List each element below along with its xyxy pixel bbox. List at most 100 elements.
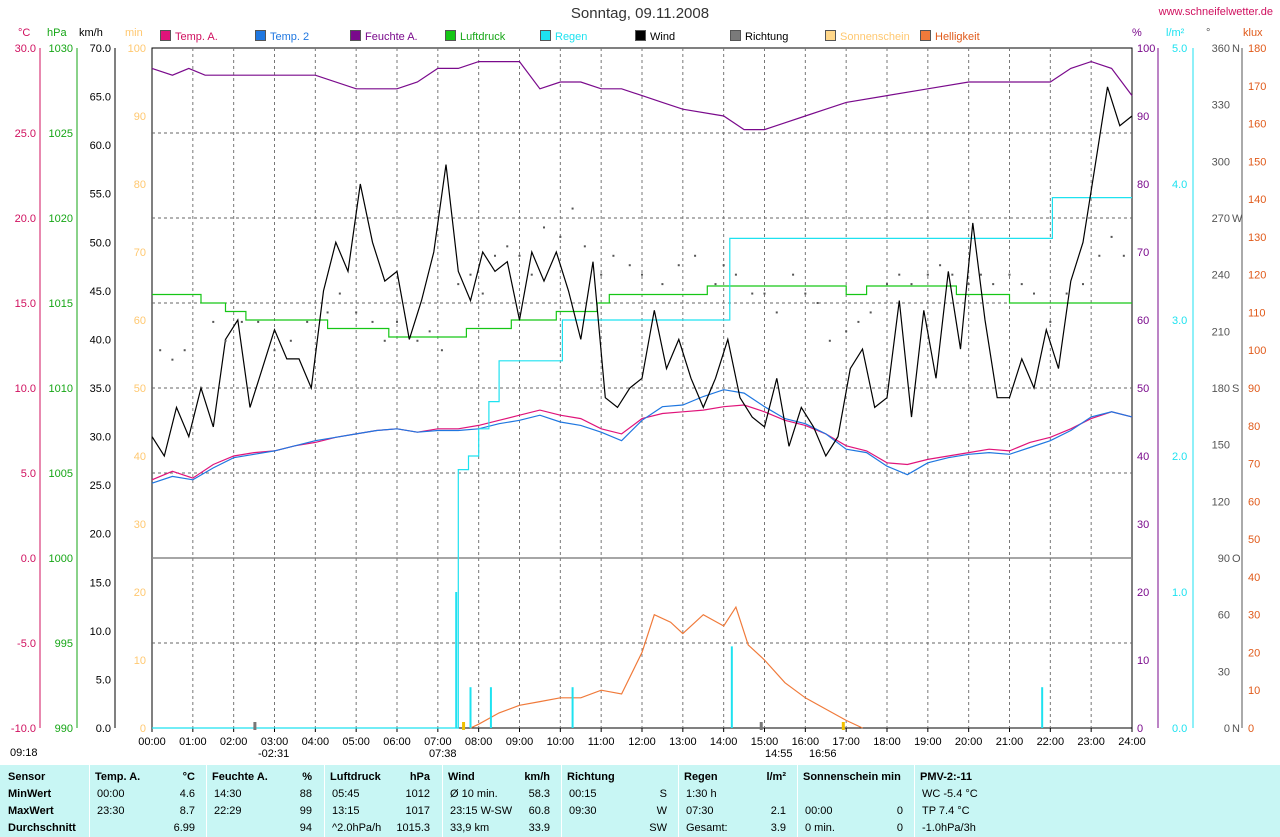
table-unit: hPa <box>409 771 430 783</box>
direction-point <box>763 292 766 295</box>
wind-tick-label: 45.0 <box>90 286 111 298</box>
table-cell-value: 8.7 <box>179 805 195 817</box>
brightness-tick-label: 130 <box>1248 232 1266 244</box>
table-header: Sensor <box>8 771 46 783</box>
legend-label: Wind <box>650 31 676 43</box>
event-marker <box>462 722 466 730</box>
sunshine-tick-label: 60 <box>134 315 146 327</box>
website-link[interactable]: www.schneifelwetter.de <box>1158 6 1273 18</box>
legend-item-7: Sonnenschein <box>825 30 910 43</box>
direction-point <box>289 339 292 342</box>
legend-swatch <box>635 30 646 41</box>
direction-tick-label: 330 <box>1212 100 1230 112</box>
table-cell-value: 94 <box>299 822 312 834</box>
direction-point <box>600 273 603 276</box>
series-line-luftdruck <box>152 285 1132 338</box>
table-column: Sonnenschein min 00:00 0 0 min. 0 <box>803 765 911 837</box>
table-cell-value: 1012 <box>405 788 430 800</box>
direction-point <box>1020 283 1023 286</box>
table-header: Temp. A. <box>95 771 141 783</box>
brightness-tick-label: 20 <box>1248 647 1260 659</box>
pressure-tick-label: 1020 <box>49 213 73 225</box>
table-cell: 00:15 <box>569 788 597 800</box>
table-cell-value: 33.9 <box>528 822 550 834</box>
table-unit: km/h <box>524 771 550 783</box>
weather-chart: 00:00 01:00 02:00 03:00 04:00 05:00 06:00 07:00… <box>11 27 1266 748</box>
direction-point <box>1122 254 1125 257</box>
table-cell: 33,9 km <box>450 822 490 834</box>
direction-point <box>224 339 227 342</box>
direction-point <box>494 254 496 257</box>
table-separator <box>324 765 325 837</box>
wind-tick-label: 30.0 <box>90 432 111 444</box>
wind-tick-label: 35.0 <box>90 383 111 395</box>
table-unit: °C <box>182 771 195 783</box>
direction-point <box>371 320 374 323</box>
table-cell-value: W <box>656 805 667 817</box>
direction-point <box>886 283 888 286</box>
x-tick-label: 00:00 <box>138 736 166 748</box>
direction-point <box>661 283 664 286</box>
table-separator <box>914 765 915 837</box>
rain-tick-label: 2.0 <box>1172 451 1187 463</box>
humidity-tick-label: 20 <box>1137 587 1149 599</box>
wind-unit-label: km/h <box>79 27 103 39</box>
direction-point <box>775 311 778 314</box>
humidity-tick-label: 60 <box>1137 315 1149 327</box>
table-column: PMV-2:-11 WC -5.4 °C TP 7.4 °C -1.0hPa/3h <box>920 765 1040 837</box>
table-cell: 22:29 <box>214 805 242 817</box>
pressure-tick-label: 990 <box>55 723 73 735</box>
direction-point <box>559 235 562 238</box>
legend-item-5: Wind <box>635 30 675 43</box>
direction-point <box>1008 273 1011 276</box>
rain-tick-label: 5.0 <box>1172 43 1187 55</box>
direction-point <box>543 226 545 229</box>
sunshine-tick-label: 80 <box>134 179 146 191</box>
direction-point <box>306 320 309 323</box>
x-tick-label: 20:00 <box>955 736 983 748</box>
series-line-temp-a- <box>151 404 1133 481</box>
table-cell: Gesamt: <box>686 822 728 834</box>
direction-point <box>816 302 819 304</box>
table-cell-value: 99 <box>299 805 312 817</box>
table-cell-value: 0 <box>896 805 903 817</box>
sunrise-label: 07:38 <box>429 748 457 760</box>
x-tick-label: 24:00 <box>1118 736 1146 748</box>
table-cell: 07:30 <box>686 805 714 817</box>
table-cell-value: 60.8 <box>528 805 550 817</box>
brightness-tick-label: 80 <box>1248 421 1260 433</box>
moonset-label: -02:31 <box>258 748 290 760</box>
pressure-tick-label: 1015 <box>49 298 73 310</box>
wind-tick-label: 40.0 <box>90 334 111 346</box>
direction-tick-label: 0 <box>1224 723 1230 735</box>
brightness-tick-label: 10 <box>1248 685 1260 697</box>
direction-point <box>898 273 901 276</box>
x-tick-label: 16:00 <box>792 736 820 748</box>
direction-tick-letter: O <box>1232 553 1241 565</box>
legend-swatch <box>255 30 266 41</box>
legend-label: Regen <box>555 31 588 43</box>
direction-point <box>396 320 398 323</box>
x-tick-label: 13:00 <box>669 736 697 748</box>
brightness-unit-label: klux <box>1243 27 1263 39</box>
table-header: PMV-2:-11 <box>920 771 972 783</box>
x-tick-label: 11:00 <box>588 736 615 748</box>
direction-point <box>910 283 913 286</box>
direction-tick-letter: W <box>1232 213 1243 225</box>
temp-tick-label: 15.0 <box>15 298 36 310</box>
table-cell-value: S <box>659 788 667 800</box>
direction-point <box>734 273 737 276</box>
sunshine-tick-label: 30 <box>134 519 146 531</box>
temp-unit-label: °C <box>18 27 30 39</box>
direction-point <box>641 273 643 276</box>
temp-tick-label: 0.0 <box>21 553 36 565</box>
legend-item-8: Helligkeit <box>920 30 980 43</box>
direction-point <box>338 292 341 295</box>
sunshine-tick-label: 40 <box>134 451 146 463</box>
legend-swatch <box>920 30 931 41</box>
brightness-tick-label: 110 <box>1248 307 1266 319</box>
brightness-tick-label: 40 <box>1248 572 1260 584</box>
rain-tick-label: 1.0 <box>1172 587 1187 599</box>
table-cell-value: 2.1 <box>770 805 786 817</box>
table-column: Luftdruck hPa 05:45 1012 13:15 1017 ^2.0hPa/h 1… <box>330 765 438 837</box>
